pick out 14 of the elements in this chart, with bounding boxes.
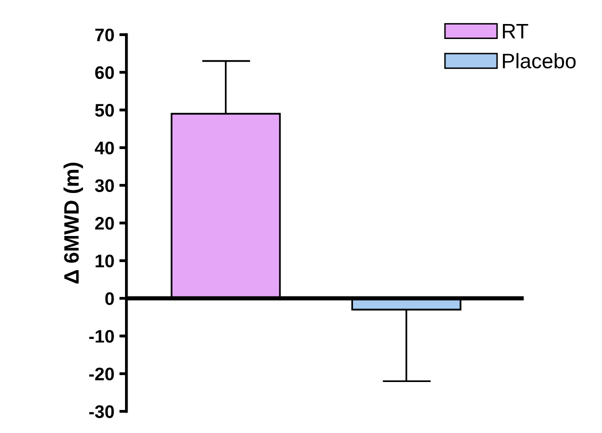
y-axis-title: Δ 6MWD (m)	[64, 162, 83, 284]
y-tick-label: 40	[94, 142, 114, 154]
y-tick-label: -20	[89, 368, 114, 380]
y-tick-label: 30	[94, 179, 114, 192]
y-tick-label: 20	[95, 216, 114, 230]
legend-label: RT	[502, 24, 528, 38]
y-tick-label: -10	[89, 330, 114, 343]
y-tick-label: 10	[96, 254, 114, 268]
y-tick-label: 60	[95, 66, 114, 80]
y-tick-label: 70	[95, 28, 114, 42]
legend-label: Placebo	[502, 53, 576, 68]
y-tick-label: 0	[105, 292, 114, 306]
y-tick-label: -30	[89, 405, 114, 418]
y-tick-label: 50	[95, 104, 114, 117]
